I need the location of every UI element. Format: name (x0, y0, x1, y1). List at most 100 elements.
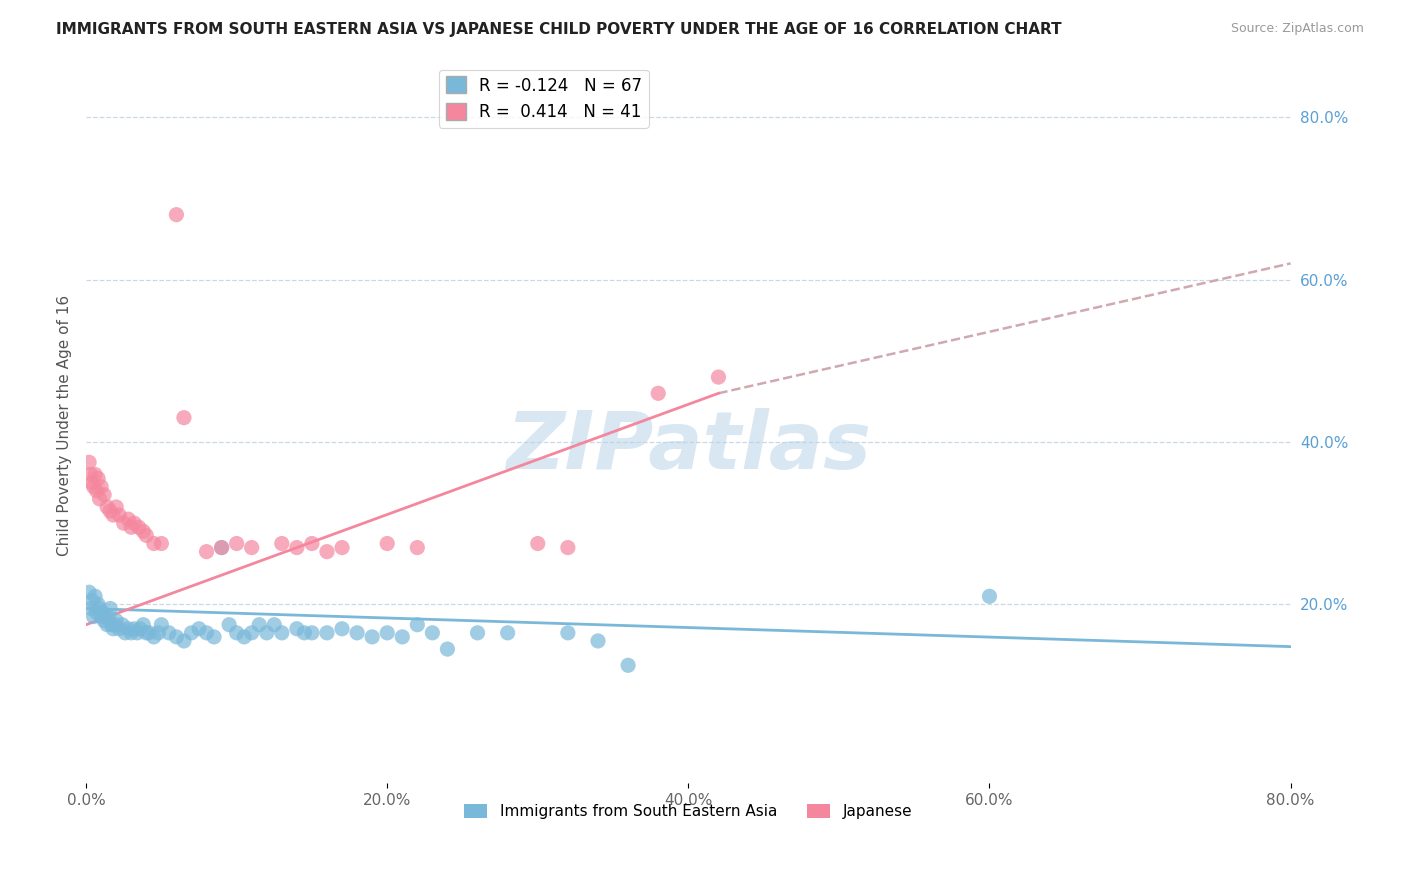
Point (188, 622, 211, 636)
Point (247, 617, 270, 632)
Point (86, 606, 108, 620)
Point (127, 625, 149, 640)
Point (77, 455, 100, 469)
Point (150, 617, 173, 632)
Point (122, 622, 145, 636)
Point (211, 541, 233, 555)
Point (225, 536, 247, 550)
Point (202, 630, 225, 644)
Point (96, 617, 118, 632)
Point (647, 386, 669, 401)
Point (406, 617, 429, 632)
Point (132, 617, 155, 632)
Point (301, 536, 323, 550)
Point (316, 625, 339, 640)
Point (77, 585, 100, 599)
Point (117, 622, 139, 636)
Point (330, 541, 353, 555)
Point (979, 589, 1001, 603)
Point (122, 516, 145, 531)
Point (135, 528, 157, 542)
Point (211, 541, 233, 555)
Point (104, 617, 127, 632)
Point (406, 541, 429, 555)
Point (557, 625, 579, 640)
Point (256, 625, 278, 640)
Point (557, 541, 579, 555)
Point (270, 625, 292, 640)
Point (86, 483, 108, 498)
Point (316, 544, 339, 558)
Point (98, 504, 121, 518)
Point (707, 370, 730, 384)
Point (165, 208, 187, 222)
Point (128, 520, 150, 534)
Point (301, 625, 323, 640)
Point (101, 508, 124, 522)
Point (87, 598, 110, 612)
Point (93, 614, 115, 628)
Point (90, 480, 112, 494)
Point (97, 609, 120, 624)
Point (346, 625, 368, 640)
Point (292, 625, 315, 640)
Point (100, 617, 122, 632)
Point (496, 625, 519, 640)
Point (101, 622, 124, 636)
Point (120, 625, 142, 640)
Legend: Immigrants from South Eastern Asia, Japanese: Immigrants from South Eastern Asia, Japa… (458, 798, 918, 825)
Point (436, 642, 458, 657)
Point (240, 541, 263, 555)
Point (108, 622, 131, 636)
Point (120, 520, 142, 534)
Point (467, 625, 489, 640)
Point (90, 609, 112, 624)
Y-axis label: Child Poverty Under the Age of 16: Child Poverty Under the Age of 16 (58, 295, 72, 557)
Text: IMMIGRANTS FROM SOUTH EASTERN ASIA VS JAPANESE CHILD POVERTY UNDER THE AGE OF 16: IMMIGRANTS FROM SOUTH EASTERN ASIA VS JA… (56, 22, 1062, 37)
Point (240, 625, 263, 640)
Point (173, 634, 195, 648)
Point (142, 536, 165, 550)
Point (89, 491, 111, 506)
Point (233, 630, 256, 644)
Point (80, 593, 103, 607)
Point (361, 630, 384, 644)
Point (195, 544, 218, 558)
Point (263, 617, 285, 632)
Point (330, 622, 353, 636)
Point (195, 625, 218, 640)
Point (180, 625, 202, 640)
Point (91, 606, 114, 620)
Point (129, 622, 152, 636)
Point (132, 524, 155, 539)
Point (375, 536, 398, 550)
Text: Source: ZipAtlas.com: Source: ZipAtlas.com (1230, 22, 1364, 36)
Point (89, 601, 111, 615)
Point (98, 601, 121, 615)
Point (150, 536, 173, 550)
Point (586, 634, 609, 648)
Text: ZIPatlas: ZIPatlas (506, 409, 870, 486)
Point (375, 625, 398, 640)
Point (108, 508, 131, 522)
Point (285, 541, 308, 555)
Point (142, 630, 165, 644)
Point (526, 536, 548, 550)
Point (138, 625, 160, 640)
Point (225, 625, 247, 640)
Point (270, 536, 292, 550)
Point (93, 488, 115, 502)
Point (80, 475, 103, 490)
Point (105, 500, 128, 514)
Point (87, 471, 110, 485)
Point (94, 609, 117, 624)
Point (84, 589, 107, 603)
Point (422, 625, 444, 640)
Point (83, 480, 105, 494)
Point (617, 658, 640, 673)
Point (111, 617, 134, 632)
Point (117, 512, 139, 526)
Point (173, 410, 195, 425)
Point (285, 622, 308, 636)
Point (105, 614, 128, 628)
